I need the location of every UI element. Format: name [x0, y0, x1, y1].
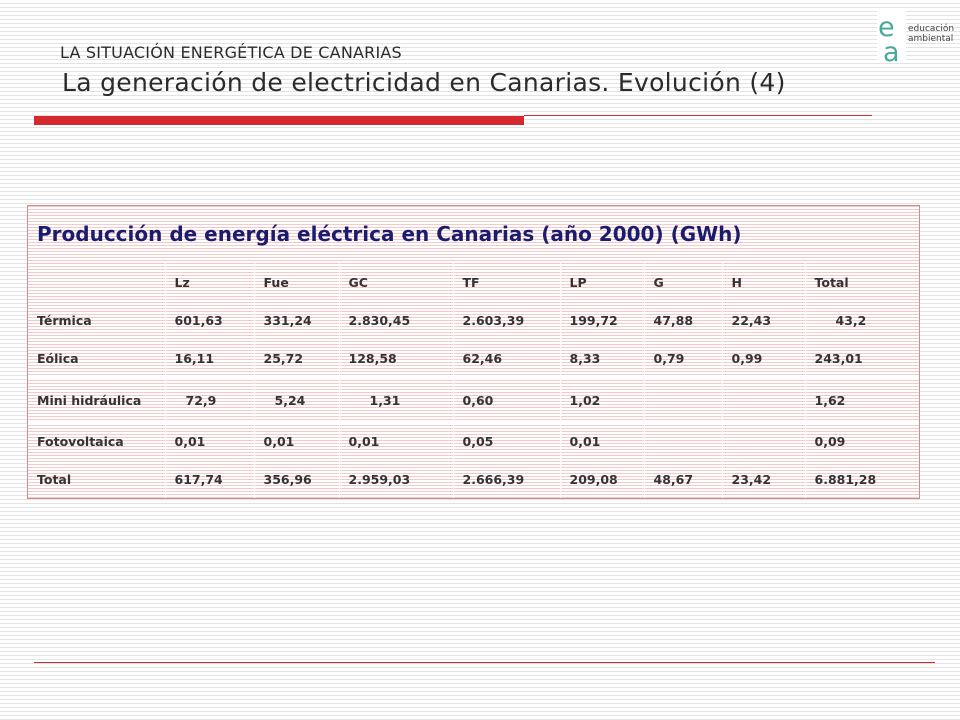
title-underline-rule	[524, 115, 872, 116]
table-cell: 243,01	[804, 339, 920, 378]
table-cell: 601,63	[164, 301, 254, 340]
table-cell: 0,09	[804, 422, 920, 461]
table-cell: 617,74	[164, 460, 254, 498]
table-cell: 2.666,39	[452, 460, 560, 498]
column-header: Fue	[253, 262, 339, 302]
table-cell: 16,11	[164, 339, 254, 378]
column-header	[28, 262, 165, 302]
table-cell: 2.830,45	[338, 301, 453, 340]
table-cell: 8,33	[559, 339, 644, 378]
table-cell: 47,88	[643, 301, 722, 340]
table-cell: 0,79	[643, 339, 722, 378]
table-header-row: Lz Fue GC TF LP G H Total	[28, 262, 920, 302]
table-cell: 0,99	[721, 339, 805, 378]
table-cell: 1,62	[804, 377, 920, 423]
table-cell: 128,58	[338, 339, 453, 378]
row-header: Total	[28, 460, 165, 498]
header-overline: LA SITUACIÓN ENERGÉTICA DE CANARIAS	[60, 43, 402, 62]
svg-text:a: a	[883, 37, 900, 64]
logo-text-line1: educación	[908, 24, 955, 34]
table-cell: 0,01	[253, 422, 339, 461]
column-header: GC	[338, 262, 453, 302]
table-cell: 6.881,28	[804, 460, 920, 498]
table-row: Fotovoltaica 0,01 0,01 0,01 0,05 0,01 0,…	[28, 422, 920, 461]
table-caption: Producción de energía eléctrica en Canar…	[37, 222, 742, 246]
table-cell: 0,01	[164, 422, 254, 461]
table-cell: 0,01	[338, 422, 453, 461]
table-cell: 43,2	[804, 301, 920, 340]
table-cell: 0,05	[452, 422, 560, 461]
column-header: LP	[559, 262, 644, 302]
table-cell: 22,43	[721, 301, 805, 340]
educacion-ambiental-logo: e a educación ambiental	[876, 10, 956, 64]
table-cell: 1,02	[559, 377, 644, 423]
energy-production-table: Producción de energía eléctrica en Canar…	[27, 205, 920, 499]
table-cell: 2.603,39	[452, 301, 560, 340]
column-header: Total	[804, 262, 920, 302]
table-cell: 72,9	[164, 377, 254, 423]
table-cell	[643, 422, 722, 461]
table-cell: 356,96	[253, 460, 339, 498]
page-title: La generación de electricidad en Canaria…	[62, 68, 786, 97]
table-cell: 48,67	[643, 460, 722, 498]
table-cell: 2.959,03	[338, 460, 453, 498]
footer-rule	[34, 662, 935, 663]
table-row: Mini hidráulica 72,9 5,24 1,31 0,60 1,02…	[28, 377, 920, 423]
table-cell: 25,72	[253, 339, 339, 378]
table-row: Térmica 601,63 331,24 2.830,45 2.603,39 …	[28, 301, 920, 340]
table-cell: 209,08	[559, 460, 644, 498]
table-cell	[643, 377, 722, 423]
row-header: Eólica	[28, 339, 165, 378]
table-cell: 5,24	[253, 377, 339, 423]
table-cell: 1,31	[338, 377, 453, 423]
logo-ea-icon: e a	[877, 11, 906, 64]
table-cell	[721, 377, 805, 423]
column-header: TF	[452, 262, 560, 302]
row-header: Térmica	[28, 301, 165, 340]
table-cell: 0,01	[559, 422, 644, 461]
table-cell: 23,42	[721, 460, 805, 498]
table-cell: 62,46	[452, 339, 560, 378]
column-header: Lz	[164, 262, 254, 302]
column-header: H	[721, 262, 805, 302]
title-underline-bar	[34, 116, 524, 125]
table-cell: 331,24	[253, 301, 339, 340]
svg-text:e: e	[878, 12, 895, 43]
table-cell: 199,72	[559, 301, 644, 340]
table-row: Total 617,74 356,96 2.959,03 2.666,39 20…	[28, 460, 920, 498]
table-cell	[721, 422, 805, 461]
column-header: G	[643, 262, 722, 302]
row-header: Fotovoltaica	[28, 422, 165, 461]
table-row: Eólica 16,11 25,72 128,58 62,46 8,33 0,7…	[28, 339, 920, 378]
logo-text-line2: ambiental	[908, 34, 954, 44]
row-header: Mini hidráulica	[28, 377, 165, 423]
table-cell: 0,60	[452, 377, 560, 423]
